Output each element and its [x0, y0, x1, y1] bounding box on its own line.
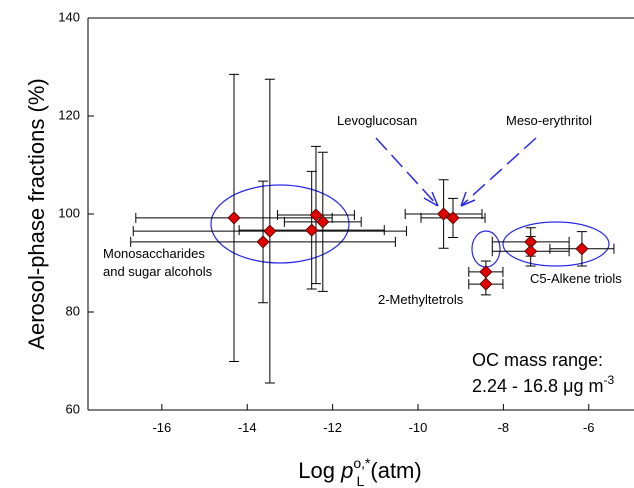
x-tick-label: -10	[409, 420, 428, 435]
arrowhead	[460, 191, 476, 207]
annotation: OC mass range:	[472, 350, 603, 370]
arrow	[375, 137, 439, 207]
annotation: C5-Alkene triols	[530, 271, 622, 286]
point	[575, 242, 589, 256]
annotation-part: μg m	[563, 376, 603, 396]
x-label-part: p	[340, 458, 353, 483]
group-ellipse	[502, 221, 610, 267]
ellipses	[210, 184, 610, 268]
y-tick-label: 80	[66, 303, 80, 318]
x-tick-label: -16	[152, 420, 171, 435]
annotation-part: 2.24 - 16.8	[472, 376, 563, 396]
annotation: 2-Methyltetrols	[378, 292, 464, 307]
annotation: Meso-erythritol	[506, 113, 592, 128]
annotation: 2.24 - 16.8 μg m-3	[472, 373, 614, 396]
point	[524, 244, 538, 258]
point	[256, 235, 270, 249]
annotation: Monosaccharides	[103, 246, 205, 261]
y-tick-label: 120	[58, 107, 80, 122]
point	[437, 207, 451, 221]
annotation: and sugar alcohols	[103, 264, 213, 279]
arrows	[375, 137, 537, 207]
point	[316, 215, 330, 229]
x-tick-label: -12	[323, 420, 342, 435]
y-tick-label: 100	[58, 205, 80, 220]
point	[263, 224, 277, 238]
x-label-part: o,*	[353, 455, 371, 471]
x-label-part: Log	[298, 458, 341, 483]
x-label-part: (atm)	[364, 458, 421, 483]
point	[227, 211, 241, 225]
x-tick-label: -6	[583, 420, 595, 435]
y-axis-label: Aerosol-phase fractions (%)	[24, 78, 49, 349]
x-tick-label: -14	[238, 420, 257, 435]
annotation-part: -3	[603, 373, 614, 387]
y-tick-label: 60	[66, 401, 80, 416]
x-tick-label: -8	[498, 420, 510, 435]
annotation: Levoglucosan	[337, 113, 417, 128]
arrow	[460, 137, 537, 207]
point	[479, 265, 493, 279]
y-tick-label: 140	[58, 9, 80, 24]
x-axis-label: Log po,* L (atm)	[298, 455, 421, 488]
point	[305, 223, 319, 237]
point	[309, 208, 323, 222]
group-ellipse	[210, 184, 350, 264]
x-label-part: L	[356, 473, 364, 488]
point	[446, 211, 460, 225]
point	[479, 277, 493, 291]
arrowhead	[423, 191, 439, 207]
